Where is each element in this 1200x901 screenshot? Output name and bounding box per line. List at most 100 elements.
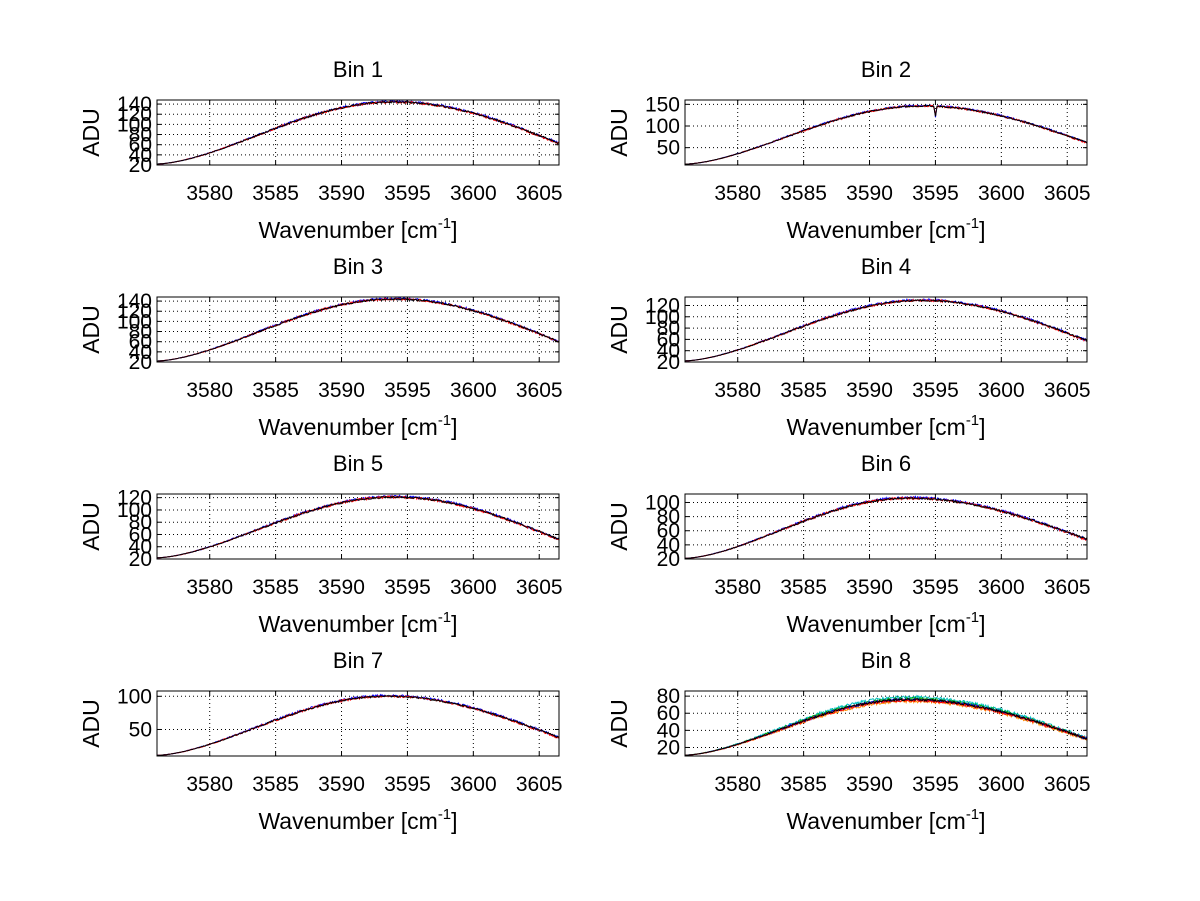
y-axis-label: ADU: [606, 502, 632, 551]
series-line-3: [685, 496, 1088, 559]
y-tick-label: 20: [129, 351, 152, 374]
x-tick-label: 3590: [846, 182, 893, 205]
subplot-title: Bin 1: [333, 57, 383, 82]
x-tick-label: 3580: [714, 773, 761, 796]
y-tick-label: 40: [657, 340, 680, 363]
series-line-3: [157, 100, 560, 165]
x-tick-label: 3605: [1044, 773, 1091, 796]
x-tick-label: 3585: [252, 182, 299, 205]
x-tick-label: 3600: [978, 379, 1025, 402]
x-tick-label: 3595: [912, 576, 959, 599]
series-line-3: [157, 694, 560, 756]
x-tick-label: 3585: [252, 773, 299, 796]
axes-box: [156, 493, 560, 560]
y-tick-label: 40: [129, 341, 152, 364]
x-axis-label-exponent: -1: [438, 806, 451, 823]
x-tick-label: 3580: [186, 576, 233, 599]
x-axis-label: Wavenumber [cm-1]: [786, 609, 985, 637]
y-axis-label: ADU: [78, 305, 104, 354]
y-axis-label: ADU: [606, 108, 632, 157]
y-tick-label: 140: [117, 290, 152, 313]
x-axis-label-main: Wavenumber [cm: [258, 808, 437, 834]
x-tick-label: 3605: [1044, 182, 1091, 205]
x-axis-label: Wavenumber [cm-1]: [258, 412, 457, 440]
x-tick-label: 3600: [978, 182, 1025, 205]
y-axis-label: ADU: [78, 502, 104, 551]
subplot-title: Bin 2: [861, 57, 911, 82]
axes-box: [156, 690, 560, 757]
y-tick-label: 80: [129, 511, 152, 534]
y-axis-label: ADU: [606, 699, 632, 748]
y-tick-label: 80: [129, 124, 152, 147]
x-tick-label: 3600: [450, 773, 497, 796]
x-axis-label-close: ]: [451, 611, 457, 637]
x-tick-label: 3595: [384, 182, 431, 205]
y-tick-label: 140: [117, 93, 152, 116]
x-axis-label-main: Wavenumber [cm: [786, 414, 965, 440]
x-axis-label-exponent: -1: [966, 215, 979, 232]
x-axis-label-close: ]: [979, 414, 985, 440]
x-axis-label-main: Wavenumber [cm: [258, 611, 437, 637]
x-tick-label: 3595: [384, 576, 431, 599]
series-line-5: [685, 698, 1088, 756]
y-tick-label: 50: [657, 137, 680, 160]
x-tick-label: 3595: [912, 773, 959, 796]
plot-area: [156, 99, 560, 166]
y-tick-label: 80: [657, 317, 680, 340]
y-tick-label: 50: [129, 718, 152, 741]
plot-area: [684, 493, 1088, 560]
x-tick-label: 3580: [714, 182, 761, 205]
plot-area: [156, 493, 560, 560]
x-tick-label: 3590: [318, 773, 365, 796]
y-tick-label: 100: [645, 491, 680, 514]
y-tick-label: 100: [645, 115, 680, 138]
x-tick-label: 3585: [252, 576, 299, 599]
x-axis-label-exponent: -1: [438, 215, 451, 232]
x-tick-label: 3580: [714, 576, 761, 599]
x-axis-label-exponent: -1: [966, 412, 979, 429]
y-tick-label: 120: [117, 103, 152, 126]
subplot-bin-7: 3580 3585 3590 3595 3600 3605 50 100 Bin 7 Wavenu…: [78, 648, 563, 834]
x-axis-label: Wavenumber [cm-1]: [258, 609, 457, 637]
x-tick-label: 3595: [384, 773, 431, 796]
y-axis-label: ADU: [606, 305, 632, 354]
axes-box: [684, 296, 1088, 363]
series-line-3: [685, 298, 1087, 362]
x-tick-label: 3600: [450, 182, 497, 205]
axes-box: [684, 690, 1088, 757]
x-tick-label: 3590: [318, 379, 365, 402]
x-tick-label: 3600: [450, 576, 497, 599]
x-tick-label: 3590: [846, 379, 893, 402]
y-tick-label: 100: [117, 499, 152, 522]
x-tick-label: 3605: [1044, 379, 1091, 402]
subplot-bin-1: 3580 3585 3590 3595 3600 3605 2040608010012014…: [78, 57, 563, 243]
x-tick-label: 3605: [516, 773, 563, 796]
y-axis-label: ADU: [78, 108, 104, 157]
x-tick-label: 3605: [516, 182, 563, 205]
axes-box: [156, 296, 560, 363]
x-tick-label: 3585: [252, 379, 299, 402]
x-tick-label: 3595: [912, 182, 959, 205]
y-tick-label: 100: [117, 113, 152, 136]
x-axis-label-close: ]: [451, 217, 457, 243]
x-axis-label-exponent: -1: [966, 806, 979, 823]
x-axis-label-close: ]: [451, 808, 457, 834]
x-axis-label-main: Wavenumber [cm: [786, 217, 965, 243]
x-tick-label: 3600: [978, 576, 1025, 599]
y-tick-label: 40: [129, 144, 152, 167]
subplot-title: Bin 6: [861, 451, 911, 476]
y-tick-label: 20: [657, 351, 680, 374]
axes-box: [684, 99, 1088, 166]
x-axis-label: Wavenumber [cm-1]: [786, 806, 985, 834]
series-line-3: [685, 104, 1088, 165]
y-tick-label: 80: [129, 321, 152, 344]
subplot-title: Bin 7: [333, 648, 383, 673]
axes-box: [156, 99, 560, 166]
y-tick-label: 60: [129, 523, 152, 546]
y-tick-label: 40: [657, 534, 680, 557]
series-line-3: [157, 297, 560, 362]
x-tick-label: 3580: [186, 182, 233, 205]
